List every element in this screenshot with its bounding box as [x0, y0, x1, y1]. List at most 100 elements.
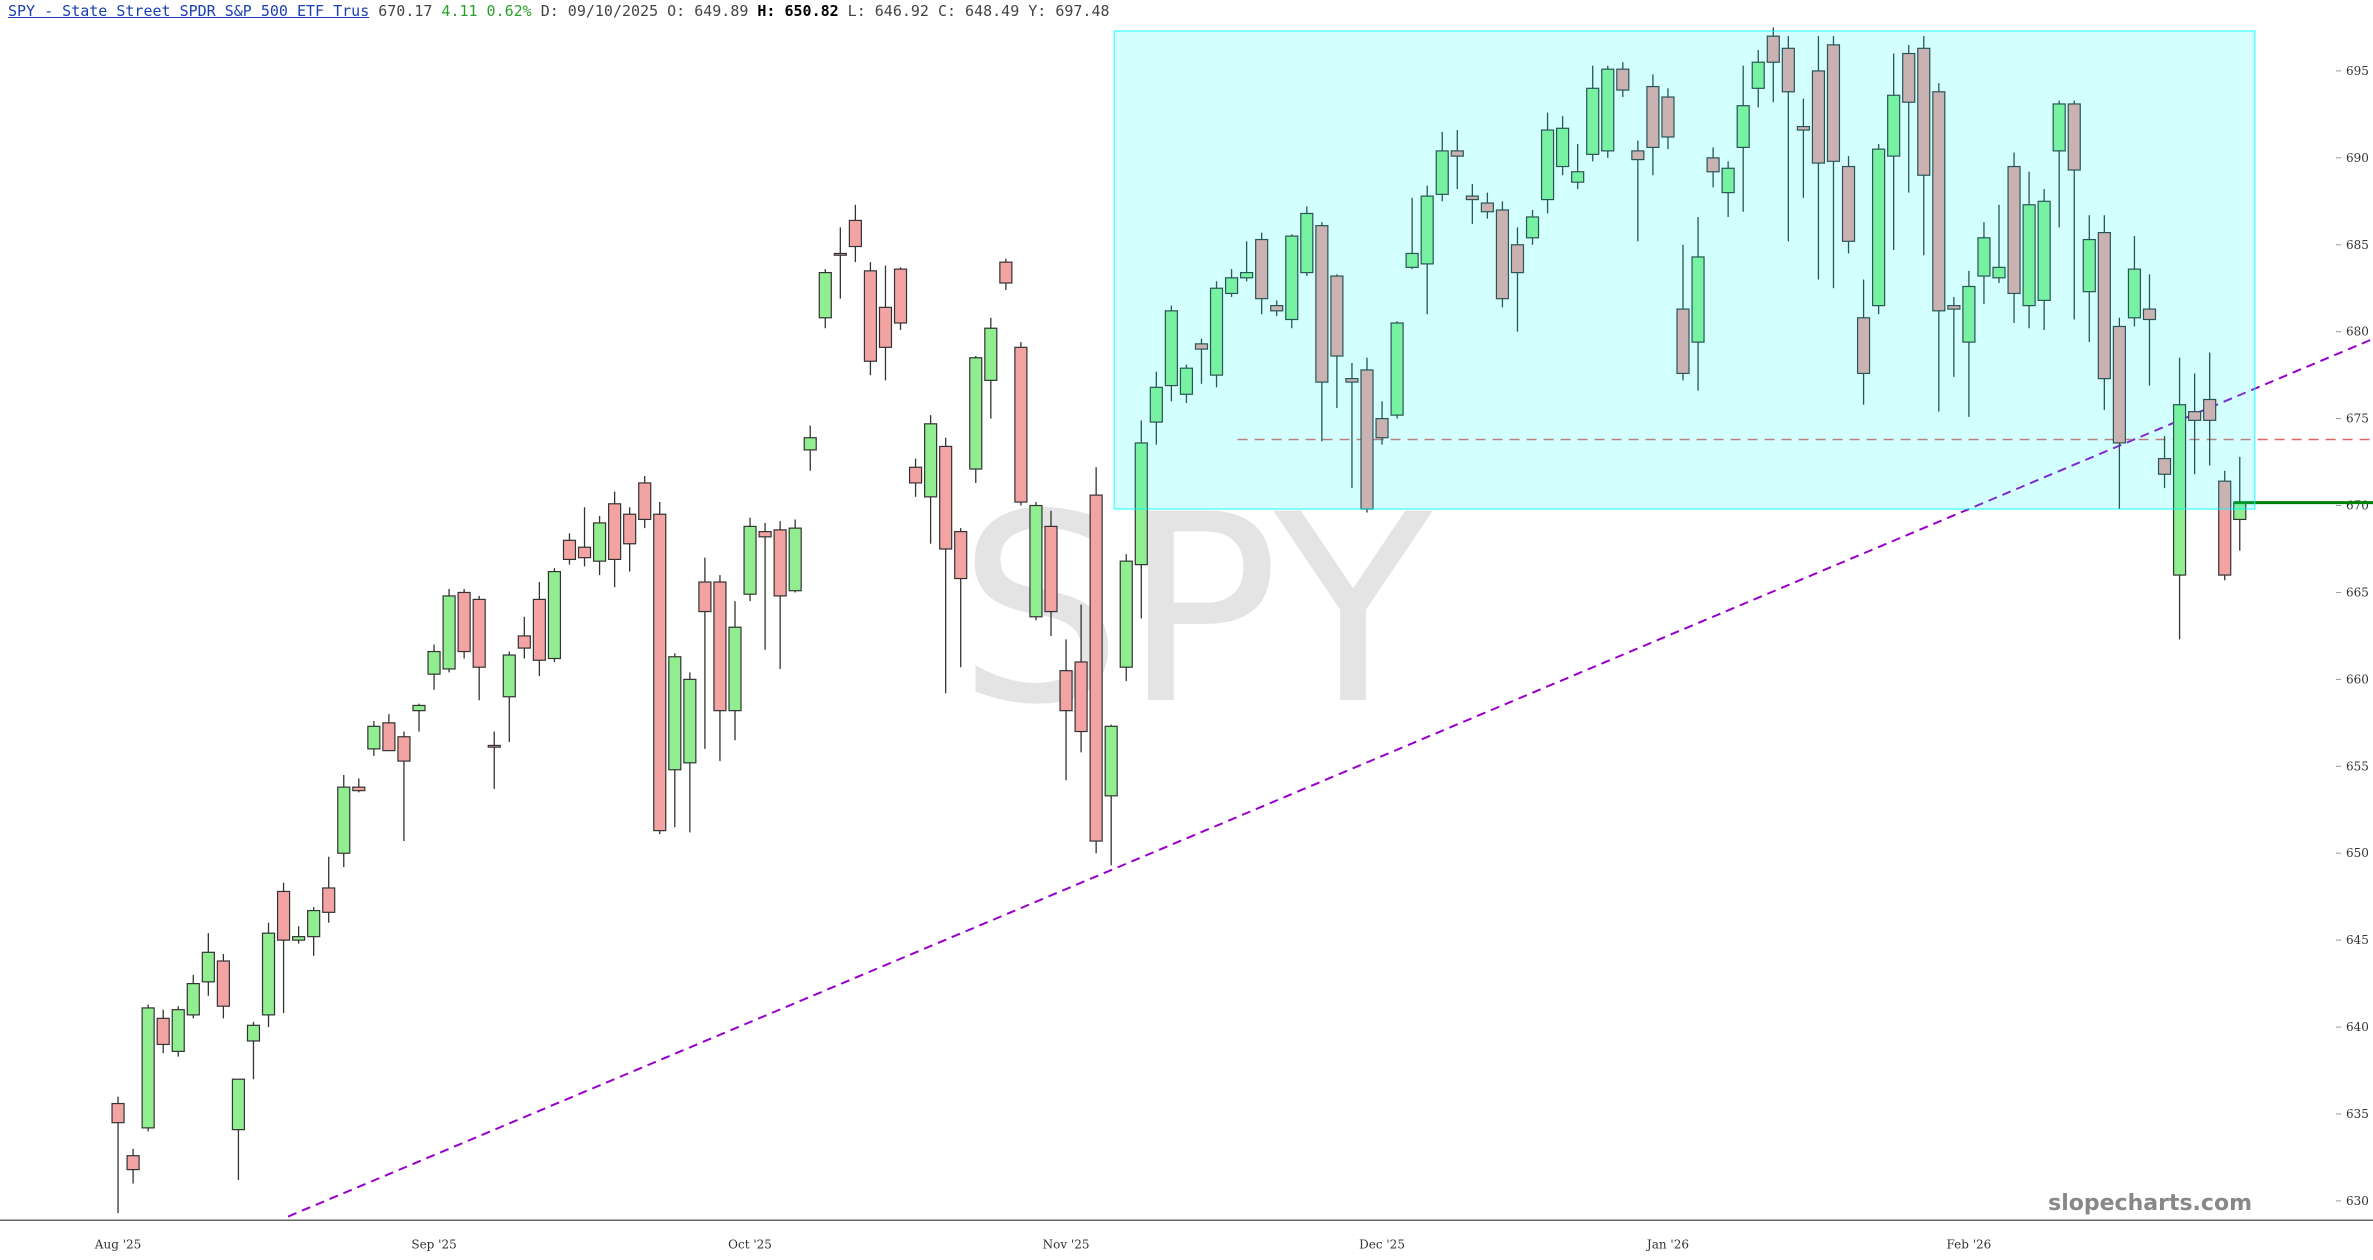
low: L: 646.92: [847, 2, 929, 20]
high: H: 650.82: [757, 2, 839, 20]
candle-body: [2082, 238, 2096, 293]
candle-body: [743, 525, 757, 595]
candle-body: [442, 595, 456, 670]
candle-body: [337, 786, 351, 854]
candle-body: [156, 1017, 170, 1046]
y-tick-label: 645: [2346, 933, 2369, 947]
candle-body: [984, 327, 998, 381]
candle-body: [1044, 525, 1058, 613]
candle-body: [1856, 317, 1871, 375]
candle-body: [848, 219, 862, 248]
candle-body: [878, 306, 893, 348]
candle-body: [939, 445, 953, 550]
candle-body: [1902, 52, 1916, 103]
candle-body: [1556, 127, 1570, 168]
candle-body: [908, 466, 923, 484]
candle-body: [638, 482, 652, 521]
candle-body: [592, 522, 607, 562]
candle-body: [2172, 404, 2187, 576]
candle-body: [803, 437, 817, 451]
candle-body: [1104, 725, 1118, 797]
x-tick-label: Feb '26: [1946, 1237, 1991, 1251]
candle-body: [246, 1024, 261, 1042]
candle-body: [292, 936, 306, 941]
candle-body: [1014, 346, 1028, 503]
candle-body: [1872, 148, 1886, 307]
candle-body: [1119, 560, 1133, 668]
candle-body: [1736, 105, 1750, 149]
y-tick-label: 635: [2346, 1107, 2369, 1121]
candle-body: [788, 527, 802, 592]
candle-body: [1721, 167, 1735, 194]
candle-body: [1691, 256, 1705, 343]
y-tick-label: 675: [2346, 412, 2369, 426]
candle-body: [547, 570, 562, 660]
y-tick-label: 685: [2346, 238, 2369, 252]
candle-body: [472, 598, 486, 668]
candle-body: [1751, 61, 1765, 89]
candle-body: [171, 1009, 185, 1052]
candle-body: [2142, 308, 2157, 321]
candle-body: [141, 1007, 155, 1129]
candle-body: [863, 270, 878, 362]
candle-body: [1826, 44, 1841, 162]
candle-body: [352, 786, 366, 792]
candle-body: [186, 982, 200, 1016]
symbol-link[interactable]: SPY - State Street SPDR S&P 500 ETF Trus: [8, 2, 370, 20]
candle-body: [1300, 212, 1314, 274]
candle-body: [2203, 398, 2217, 421]
candle-body: [1525, 216, 1540, 239]
brand: slopecharts.com: [2048, 1191, 2252, 1216]
candle-body: [668, 656, 682, 771]
x-tick-label: Sep '25: [411, 1237, 456, 1251]
candle-body: [653, 513, 667, 832]
y-tick-label: 650: [2346, 846, 2369, 860]
candle-body: [1315, 225, 1329, 383]
candle-body: [1917, 47, 1931, 176]
candle-body: [1209, 287, 1224, 376]
x-tick-label: Oct '25: [728, 1237, 772, 1251]
candle-body: [562, 539, 577, 561]
y-tick-label: 660: [2346, 672, 2369, 686]
last-price: 670.17: [378, 2, 433, 20]
candle-body: [1450, 150, 1464, 157]
candle-body: [457, 591, 471, 653]
candle-body: [1240, 271, 1254, 279]
y-tick-label: 655: [2346, 759, 2369, 773]
candle-body: [1224, 277, 1239, 295]
candle-body: [1796, 125, 1810, 131]
candle-body: [683, 678, 697, 764]
y-tick-label: 640: [2346, 1020, 2369, 1034]
candle-body: [2007, 165, 2021, 295]
x-tick-label: Aug '25: [94, 1237, 141, 1251]
candle-body: [2188, 411, 2202, 421]
y-value: Y: 697.48: [1028, 2, 1110, 20]
highlight-zone: [1113, 30, 2256, 510]
candle-body: [1706, 157, 1720, 173]
candle-body: [1766, 35, 1780, 63]
candle-body: [1571, 171, 1585, 183]
candle-body: [1631, 150, 1645, 161]
candle-body: [2067, 103, 2081, 171]
y-tick-label: 680: [2346, 325, 2369, 339]
candle-body: [1781, 47, 1795, 93]
candle-body: [893, 268, 908, 324]
candle-body: [1435, 150, 1449, 195]
candle-body: [1992, 266, 2006, 279]
candle-body: [397, 736, 411, 762]
candle-body: [1179, 367, 1194, 395]
open: O: 649.89: [667, 2, 749, 20]
candle-body: [1345, 378, 1359, 383]
candle-body: [954, 531, 968, 580]
candle-body: [1255, 238, 1269, 300]
candle-body: [1164, 310, 1178, 387]
candle-body: [1510, 244, 1525, 274]
candle-body: [623, 513, 637, 545]
y-tick-label: 670: [2346, 499, 2369, 513]
candle-body: [1074, 661, 1088, 733]
candle-body: [1059, 670, 1073, 712]
candle-body: [608, 503, 622, 561]
candle-body: [111, 1102, 125, 1124]
candle-body: [1540, 129, 1555, 201]
